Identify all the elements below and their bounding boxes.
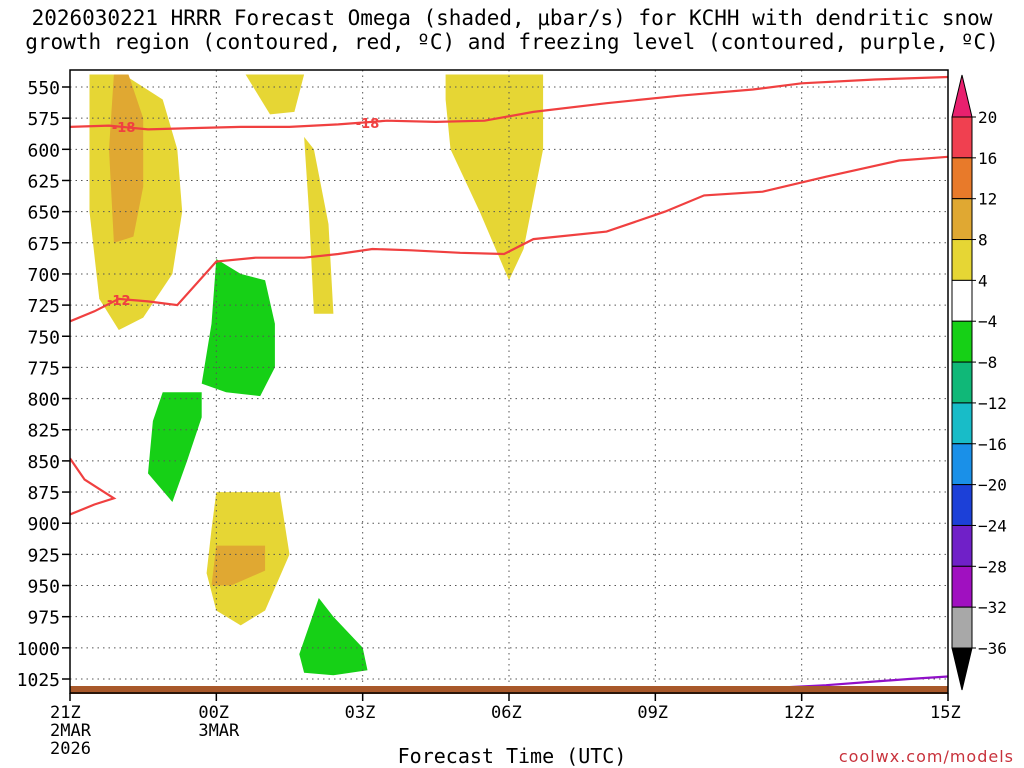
- y-tick-label-675: 675: [27, 234, 60, 255]
- dgz-bottom-contour-line: [70, 155, 948, 323]
- omega-region-2: [109, 74, 144, 243]
- y-tick-label-950: 950: [27, 577, 60, 598]
- y-tick-label-1000: 1000: [17, 639, 60, 660]
- y-tick-label-725: 725: [27, 296, 60, 317]
- y-tick-label-575: 575: [27, 109, 60, 130]
- colorbar-box-7: [951, 361, 973, 404]
- contour-label-2: -18: [356, 117, 380, 132]
- y-tick-label-775: 775: [27, 358, 60, 379]
- omega-region-3: [245, 74, 305, 115]
- omega-region-8: [201, 259, 275, 397]
- colorbar-label-6: −4: [978, 312, 997, 331]
- y-tick-label-975: 975: [27, 608, 60, 629]
- y-tick-label-650: 650: [27, 203, 60, 224]
- colorbar-bottom-arrow: [951, 647, 973, 691]
- colorbar-top-arrow: [951, 74, 973, 118]
- y-tick-label-600: 600: [27, 140, 60, 161]
- colorbar-box-3: [951, 198, 973, 241]
- omega-region-5: [445, 74, 544, 281]
- colorbar-label-13: −32: [978, 598, 1007, 617]
- colorbar-label-12: −28: [978, 557, 1007, 576]
- colorbar-label-5: 4: [978, 271, 988, 290]
- grid-layer: [70, 70, 948, 693]
- y-tick-label-625: 625: [27, 171, 60, 192]
- x-tick-label-12Z: 12Z: [784, 703, 815, 723]
- contour-label-3: -12: [107, 294, 131, 309]
- colorbar-box-5: [951, 279, 973, 322]
- colorbar-box-11: [951, 524, 973, 567]
- y-axis: 550 575 600 625 650 675 700 725 750 775 800 825 850 8…: [17, 78, 70, 691]
- y-tick-label-1025: 1025: [17, 670, 60, 691]
- y-tick-label-825: 825: [27, 421, 60, 442]
- y-tick-label-700: 700: [27, 265, 60, 286]
- colorbar-box-4: [951, 239, 973, 281]
- colorbar-box-1: [951, 116, 973, 159]
- x-tick-label-00Z: 00Z: [198, 703, 229, 723]
- chart-title: 2026030221 HRRR Forecast Omega (shaded, …: [0, 6, 1024, 54]
- credit-text: coolwx.com/models: [838, 747, 1014, 766]
- y-tick-label-750: 750: [27, 327, 60, 348]
- y-tick-label-800: 800: [27, 390, 60, 411]
- dgz-top-contour-line: [70, 75, 948, 131]
- x-tick-date-00Z: 3MAR: [198, 721, 240, 741]
- x-axis-label: Forecast Time (UTC): [397, 744, 627, 768]
- omega-region-7: [211, 545, 266, 586]
- omega-region-10: [299, 598, 368, 676]
- colorbar-label-3: 12: [978, 190, 997, 209]
- contour-layer: -18 -18 -12: [70, 75, 948, 689]
- y-tick-label-925: 925: [27, 545, 60, 566]
- colorbar: 20 16 12 8 4 −4 −8 −12 −16 −20 −24 −28 −32 −36: [951, 74, 1007, 691]
- omega-shading-layer: [89, 74, 544, 676]
- x-tick-year-21Z: 2026: [50, 739, 91, 759]
- colorbar-box-12: [951, 565, 973, 608]
- surface-layer: [70, 686, 948, 694]
- omega-region-9: [148, 392, 202, 502]
- x-tick-label-09Z: 09Z: [637, 703, 668, 723]
- colorbar-label-11: −24: [978, 516, 1007, 535]
- contour-label-1: -18: [112, 121, 136, 136]
- colorbar-label-2: 16: [978, 149, 997, 168]
- x-tick-date-21Z: 2MAR: [50, 721, 92, 741]
- colorbar-box-13: [951, 606, 973, 649]
- y-tick-label-850: 850: [27, 452, 60, 473]
- x-tick-label-21Z: 21Z: [50, 703, 81, 723]
- omega-region-4: [304, 136, 334, 314]
- colorbar-box-9: [951, 443, 973, 486]
- x-tick-label-06Z: 06Z: [491, 703, 522, 723]
- x-tick-label-15Z: 15Z: [930, 703, 961, 723]
- colorbar-label-9: −16: [978, 435, 1007, 454]
- colorbar-box-2: [951, 157, 973, 200]
- lower-red-contour-line: [70, 457, 117, 516]
- colorbar-label-4: 8: [978, 231, 988, 250]
- surface-band: [70, 686, 948, 694]
- colorbar-box-6: [951, 320, 973, 363]
- colorbar-label-7: −8: [978, 353, 997, 372]
- colorbar-label-1: 20: [978, 108, 997, 127]
- colorbar-box-10: [951, 484, 973, 526]
- x-tick-label-03Z: 03Z: [345, 703, 376, 723]
- y-tick-label-875: 875: [27, 483, 60, 504]
- chart-title-line1: 2026030221 HRRR Forecast Omega (shaded, …: [31, 6, 993, 30]
- colorbar-label-10: −20: [978, 476, 1007, 495]
- y-tick-label-900: 900: [27, 514, 60, 535]
- chart-title-line2: growth region (contoured, red, ºC) and f…: [25, 30, 999, 54]
- colorbar-box-8: [951, 402, 973, 445]
- y-tick-label-550: 550: [27, 78, 60, 99]
- colorbar-label-8: −12: [978, 394, 1007, 413]
- colorbar-label-14: −36: [978, 639, 1007, 658]
